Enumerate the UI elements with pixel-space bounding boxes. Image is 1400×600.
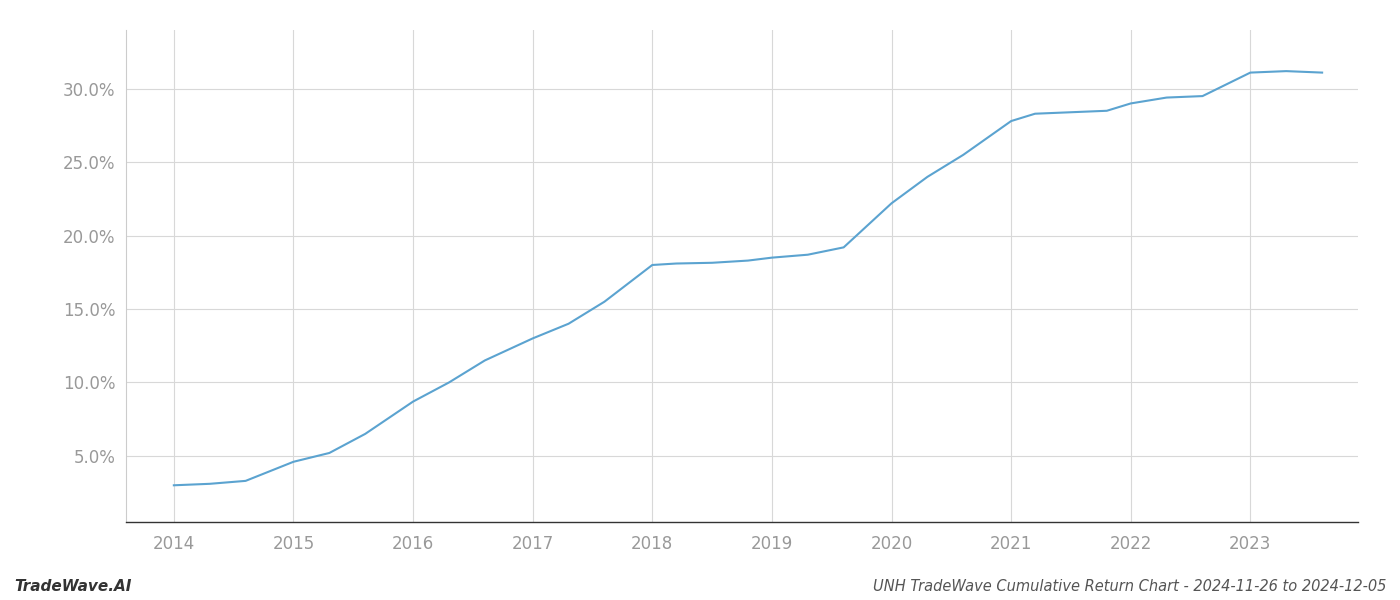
Text: UNH TradeWave Cumulative Return Chart - 2024-11-26 to 2024-12-05: UNH TradeWave Cumulative Return Chart - …	[872, 579, 1386, 594]
Text: TradeWave.AI: TradeWave.AI	[14, 579, 132, 594]
